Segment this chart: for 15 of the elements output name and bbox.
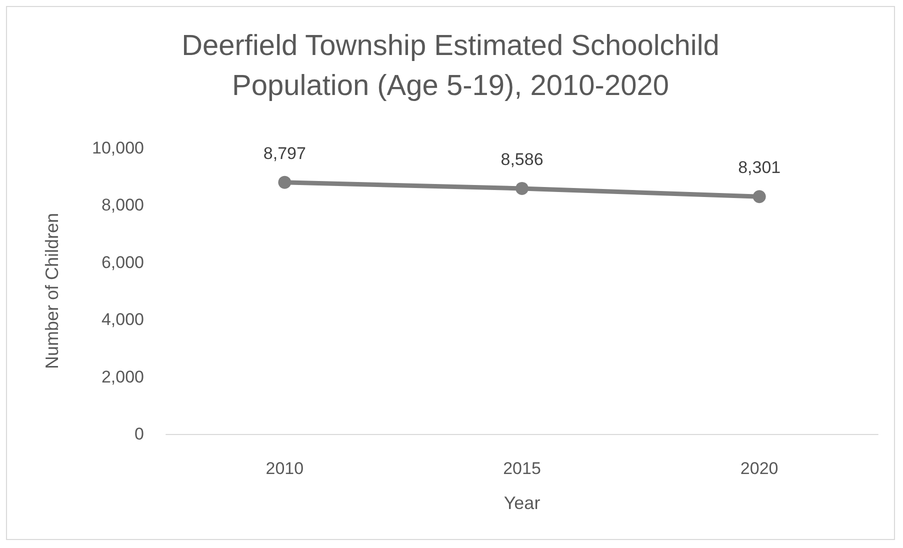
y-tick-label: 2,000: [101, 367, 144, 386]
y-axis-title: Number of Children: [42, 212, 62, 370]
y-tick-label: 10,000: [92, 138, 144, 158]
y-tick-label: 4,000: [101, 310, 144, 330]
x-axis-title: Year: [504, 493, 540, 513]
y-tick-label: 8,000: [101, 196, 144, 215]
data-label: 8,301: [738, 158, 781, 178]
y-tick-label: 6,000: [101, 252, 144, 272]
y-tick-label: 0: [134, 424, 144, 444]
data-label: 8,586: [500, 150, 544, 169]
data-label: 8,797: [263, 144, 306, 163]
chart-title: Deerfield Township Estimated Schoolchild Population (Age 5-19), 2010-2020: [182, 30, 720, 102]
x-tick-label: 2010: [266, 459, 304, 478]
x-tick-label: 2020: [740, 459, 778, 478]
x-tick-label: 2015: [503, 459, 541, 478]
